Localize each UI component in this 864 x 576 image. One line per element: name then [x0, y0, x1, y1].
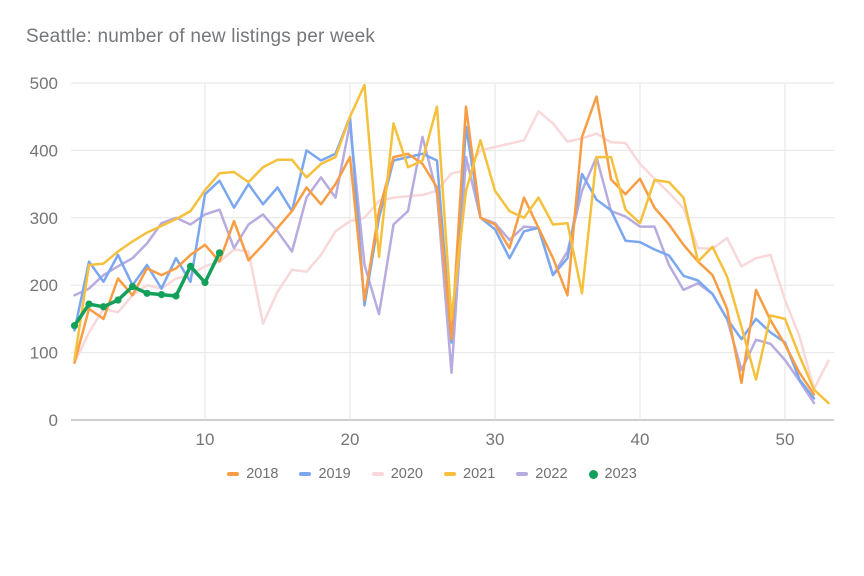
chart-legend: 2018 2019 2020 2021 2022 2023 — [0, 466, 864, 482]
series-point-2023-w10 — [201, 278, 209, 287]
series-point-2023-w4 — [114, 296, 122, 304]
series-line-2021 — [73, 83, 830, 405]
series-line-2022 — [73, 122, 816, 405]
legend-item-2019[interactable]: 2019 — [299, 466, 351, 482]
legend-swatch-2018 — [227, 472, 240, 476]
series-point-2023-w7 — [157, 291, 166, 299]
series-point-2023-w11 — [215, 249, 224, 257]
legend-label-2020: 2020 — [390, 466, 423, 482]
x-tick-label-30: 30 — [486, 430, 505, 449]
legend-swatch-2023 — [588, 469, 598, 479]
y-tick-label-400: 400 — [30, 141, 58, 160]
y-tick-label-0: 0 — [49, 411, 58, 430]
legend-item-2018[interactable]: 2018 — [227, 466, 278, 482]
y-tick-label-500: 500 — [30, 74, 58, 93]
legend-label-2023: 2023 — [604, 466, 637, 482]
legend-label-2019: 2019 — [318, 466, 351, 482]
series-point-2023-w1 — [70, 322, 79, 330]
series-point-2023-w6 — [143, 289, 151, 297]
series-point-2023-w2 — [85, 300, 93, 308]
x-tick-label-20: 20 — [341, 430, 360, 449]
legend-item-2023[interactable]: 2023 — [588, 466, 637, 482]
series-point-2023-w3 — [99, 303, 108, 311]
y-tick-label-100: 100 — [30, 344, 58, 363]
legend-item-2020[interactable]: 2020 — [371, 466, 423, 482]
legend-swatch-2020 — [371, 472, 384, 476]
x-tick-label-50: 50 — [776, 430, 795, 449]
x-tick-label-10: 10 — [196, 430, 215, 449]
legend-swatch-2022 — [516, 472, 529, 476]
y-tick-label-300: 300 — [30, 209, 58, 228]
series-point-2023-w5 — [128, 282, 137, 291]
series-point-2023-w8 — [172, 292, 180, 300]
legend-label-2018: 2018 — [246, 466, 279, 482]
series-line-2018 — [73, 95, 816, 396]
x-tick-label-40: 40 — [631, 430, 650, 449]
legend-label-2022: 2022 — [535, 466, 568, 482]
legend-swatch-2021 — [444, 472, 456, 476]
series-line-2020 — [73, 110, 830, 391]
chart-title: Seattle: number of new listings per week — [26, 26, 376, 47]
y-tick-label-200: 200 — [30, 276, 58, 295]
legend-swatch-2019 — [299, 472, 312, 476]
series-point-2023-w9 — [186, 262, 195, 270]
legend-label-2021: 2021 — [463, 466, 496, 482]
legend-item-2021[interactable]: 2021 — [444, 466, 495, 482]
legend-item-2022[interactable]: 2022 — [516, 466, 568, 482]
